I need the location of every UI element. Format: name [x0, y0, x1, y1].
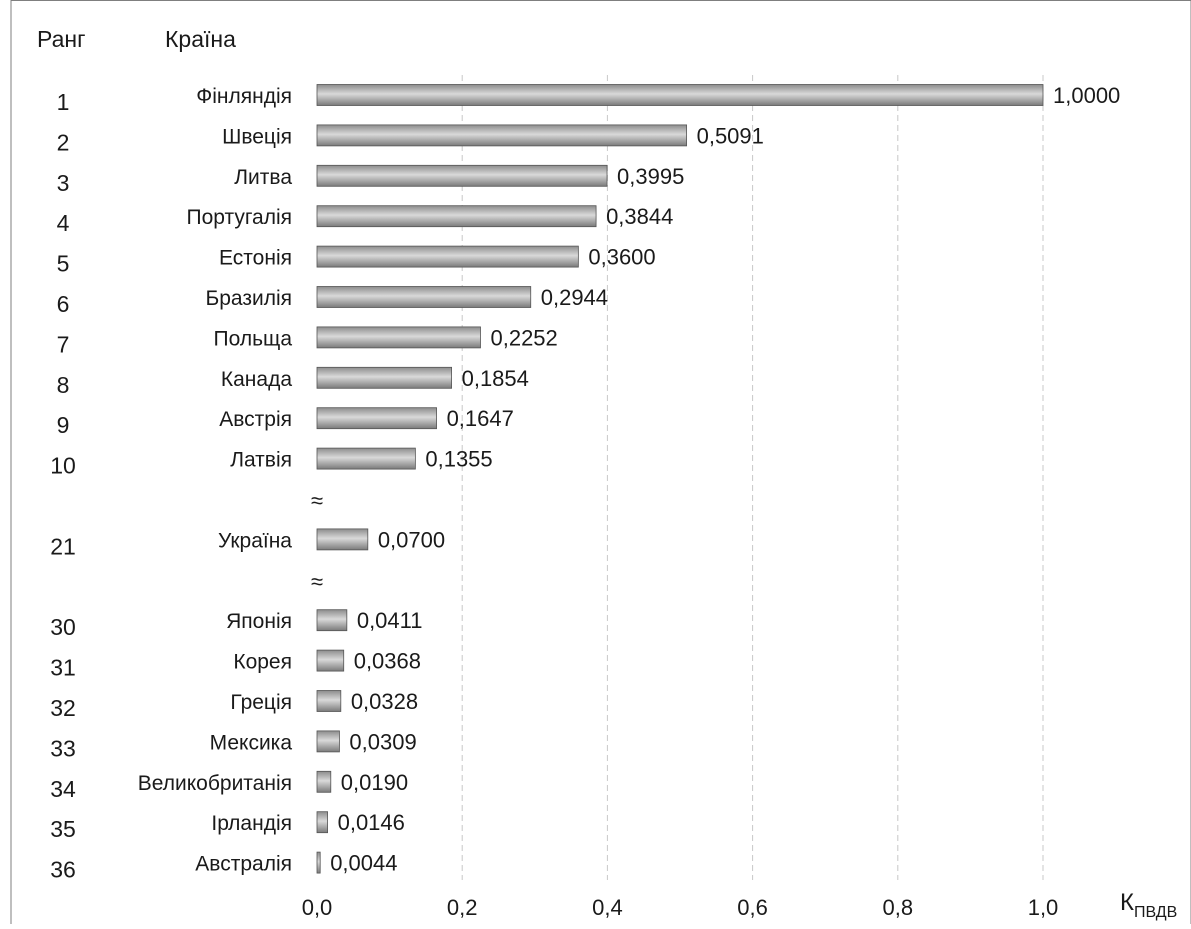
chart-border: [10, 0, 1191, 929]
bar: [316, 84, 1044, 106]
bar: [316, 407, 437, 430]
country-label: Канада: [221, 368, 292, 391]
country-label: Швеція: [222, 125, 292, 148]
bar-value-label: 0,1355: [425, 447, 492, 472]
bar: [316, 811, 328, 834]
rank-label: 31: [50, 655, 76, 681]
bar: [316, 286, 532, 308]
grid-lines: [461, 75, 1044, 880]
rank-label: 3: [57, 170, 70, 196]
country-label: Мексика: [210, 731, 293, 754]
bar: [316, 609, 348, 632]
bar-value-label: 0,1647: [447, 406, 514, 431]
axis-break-symbol: ≈: [311, 488, 323, 513]
bar: [316, 366, 453, 389]
bar-value-label: 0,5091: [697, 123, 764, 148]
x-axis-subscript: ПВДВ: [1134, 904, 1177, 921]
bar-value-label: 0,2252: [490, 325, 557, 350]
rank-label: 5: [57, 251, 70, 277]
bar-value-label: 0,3600: [588, 245, 655, 270]
country-label: Польща: [214, 327, 293, 350]
labels: 0,0 0,2 0,4 0,6 0,8 1,0 1,0000 Фінляндія 1 0,5091…: [50, 83, 1120, 920]
bar: [316, 326, 481, 349]
rank-label: 35: [50, 816, 76, 842]
bar: [316, 649, 345, 672]
bar: [316, 164, 608, 187]
bars: [316, 84, 1044, 874]
rank-label: 6: [57, 291, 70, 317]
rank-label: 7: [57, 331, 70, 357]
bar-value-label: 0,0368: [354, 649, 421, 674]
bar: [316, 690, 342, 712]
rank-label: 33: [50, 735, 76, 761]
country-label: Естонія: [219, 247, 292, 270]
country-label: Литва: [234, 166, 292, 189]
bar-value-label: 0,0146: [338, 810, 405, 835]
rank-label: 21: [50, 533, 76, 559]
bar: [316, 205, 597, 228]
country-label: Латвія: [230, 449, 292, 472]
country-label: Греція: [230, 691, 292, 714]
bar: [316, 245, 579, 268]
country-column-header: Країна: [165, 26, 236, 52]
x-tick-label: 1,0: [1028, 895, 1059, 920]
rank-label: 8: [57, 372, 70, 398]
country-label: Бразилія: [205, 287, 292, 310]
rank-label: 9: [57, 412, 70, 438]
x-tick-label: 0,2: [447, 895, 478, 920]
country-label: Австрія: [219, 408, 292, 431]
bar: [316, 528, 369, 551]
x-tick-label: 0,6: [737, 895, 768, 920]
bar-value-label: 0,0328: [351, 689, 418, 714]
country-label: Україна: [218, 529, 292, 552]
bar: [316, 770, 332, 793]
rank-label: 10: [50, 453, 76, 479]
bar: [316, 447, 416, 470]
bar-value-label: 1,0000: [1053, 83, 1120, 108]
bar-value-label: 0,3844: [606, 204, 673, 229]
rank-label: 32: [50, 695, 76, 721]
x-axis-title: КПВДВ: [1120, 889, 1177, 921]
x-tick-label: 0,4: [592, 895, 623, 920]
rank-label: 2: [57, 129, 70, 155]
bar-value-label: 0,0190: [341, 770, 408, 795]
bar: [316, 851, 321, 874]
x-tick-label: 0,0: [302, 895, 333, 920]
bar-value-label: 0,0411: [357, 608, 423, 633]
bar-value-label: 0,2944: [541, 285, 608, 310]
bar-value-label: 0,1854: [462, 366, 529, 391]
rank-label: 1: [57, 89, 70, 115]
country-label: Австралія: [195, 853, 292, 876]
country-label: Великобританія: [138, 772, 292, 795]
bar-value-label: 0,0700: [378, 527, 445, 552]
country-label: Португалія: [186, 206, 292, 229]
country-label: Фінляндія: [196, 85, 292, 108]
bar-value-label: 0,0309: [349, 729, 416, 754]
x-tick-label: 0,8: [883, 895, 914, 920]
bar-value-label: 0,3995: [617, 164, 684, 189]
rank-label: 4: [57, 210, 70, 236]
rank-label: 30: [50, 614, 76, 640]
rank-label: 36: [50, 857, 76, 883]
axis-break-symbol: ≈: [311, 569, 323, 594]
country-label: Корея: [233, 651, 292, 674]
rank-label: 34: [50, 776, 76, 802]
rank-column-header: Ранг: [37, 26, 85, 52]
x-axis-symbol: К: [1120, 889, 1134, 916]
bar: [316, 730, 340, 753]
country-label: Японія: [226, 610, 292, 633]
country-label: Ірландія: [211, 812, 292, 835]
bar-value-label: 0,0044: [330, 851, 397, 876]
bar: [316, 124, 688, 147]
